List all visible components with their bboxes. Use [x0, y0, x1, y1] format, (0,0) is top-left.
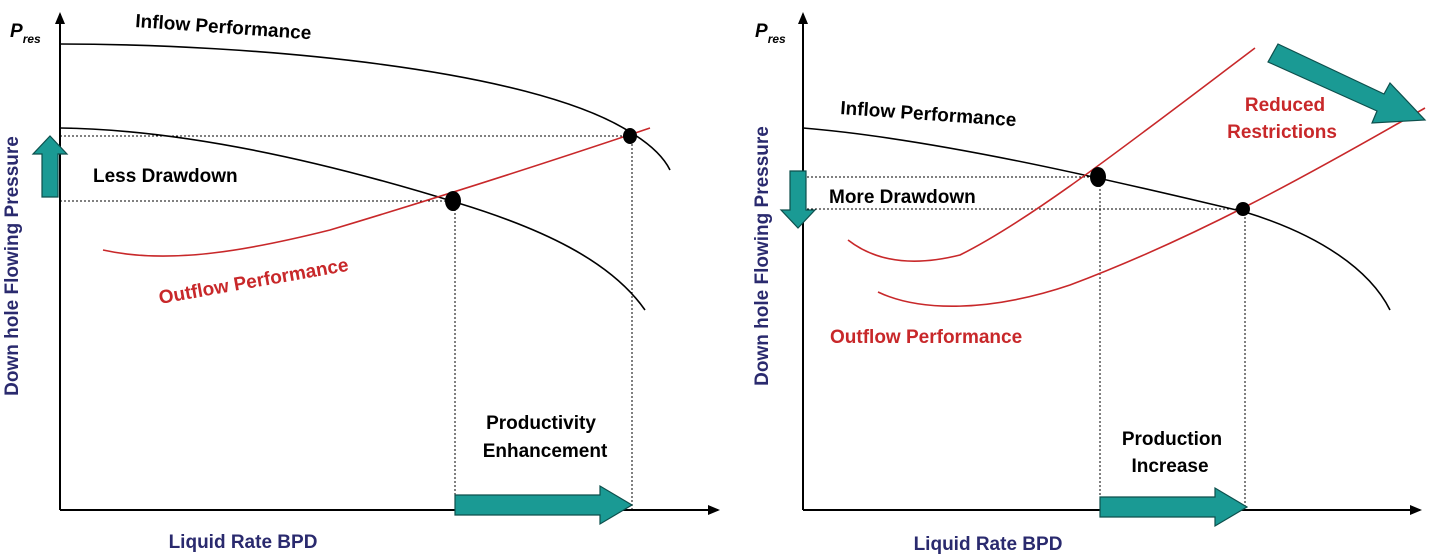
right-restriction-arrow	[1267, 43, 1427, 124]
left-inflow-lower-curve	[59, 127, 646, 311]
right-x-axis-label: Liquid Rate BPD	[914, 534, 1063, 555]
left-guide-lines	[60, 135, 633, 510]
right-outflow-label: Outflow Performance	[830, 327, 1022, 348]
left-panel: Pres Inflow Performance Less Drawdown Ou…	[2, 11, 720, 553]
svg-text:Pres: Pres	[755, 21, 786, 46]
right-increase-line1: Production	[1122, 429, 1222, 450]
left-inflow-upper-curve	[59, 43, 671, 171]
right-outflow-curve-reduced	[847, 47, 1256, 263]
left-enhancement-line2: Enhancement	[483, 441, 608, 462]
right-pressure-down-arrow	[779, 170, 817, 229]
left-operating-point-new	[623, 128, 637, 144]
left-pres-label: P	[10, 21, 23, 42]
left-outflow-curve	[102, 127, 651, 257]
right-pres-label: P	[755, 21, 768, 42]
svg-text:Pres: Pres	[10, 21, 41, 46]
right-outflow-curve-original	[877, 107, 1426, 308]
right-restrictions-line2: Restrictions	[1227, 122, 1337, 143]
right-inflow-label: Inflow Performance	[840, 98, 1017, 131]
right-operating-point-old	[1090, 167, 1106, 187]
right-drawdown-label: More Drawdown	[829, 187, 976, 208]
left-drawdown-label: Less Drawdown	[93, 166, 238, 187]
right-restrictions-line1: Reduced	[1245, 95, 1325, 116]
left-outflow-label: Outflow Performance	[157, 255, 350, 309]
right-increase-line2: Increase	[1131, 456, 1208, 477]
right-y-axis-label: Down hole Flowing Pressure	[752, 126, 773, 386]
right-pres-subscript: res	[768, 32, 786, 46]
left-pres-subscript: res	[23, 32, 41, 46]
left-operating-point-old	[445, 191, 461, 211]
right-operating-point-new	[1236, 202, 1250, 216]
right-inflow-curve	[802, 127, 1391, 311]
left-pressure-up-arrow	[31, 135, 69, 198]
left-rate-right-arrow	[454, 484, 634, 526]
right-panel: Pres Inflow Performance More Drawdown Re…	[752, 12, 1427, 555]
left-enhancement-line1: Productivity	[486, 413, 596, 434]
right-guide-lines	[803, 176, 1246, 510]
right-rate-right-arrow	[1099, 486, 1249, 528]
left-x-axis-label: Liquid Rate BPD	[169, 532, 318, 553]
left-y-axis-label: Down hole Flowing Pressure	[2, 136, 23, 396]
left-inflow-label: Inflow Performance	[135, 11, 312, 44]
